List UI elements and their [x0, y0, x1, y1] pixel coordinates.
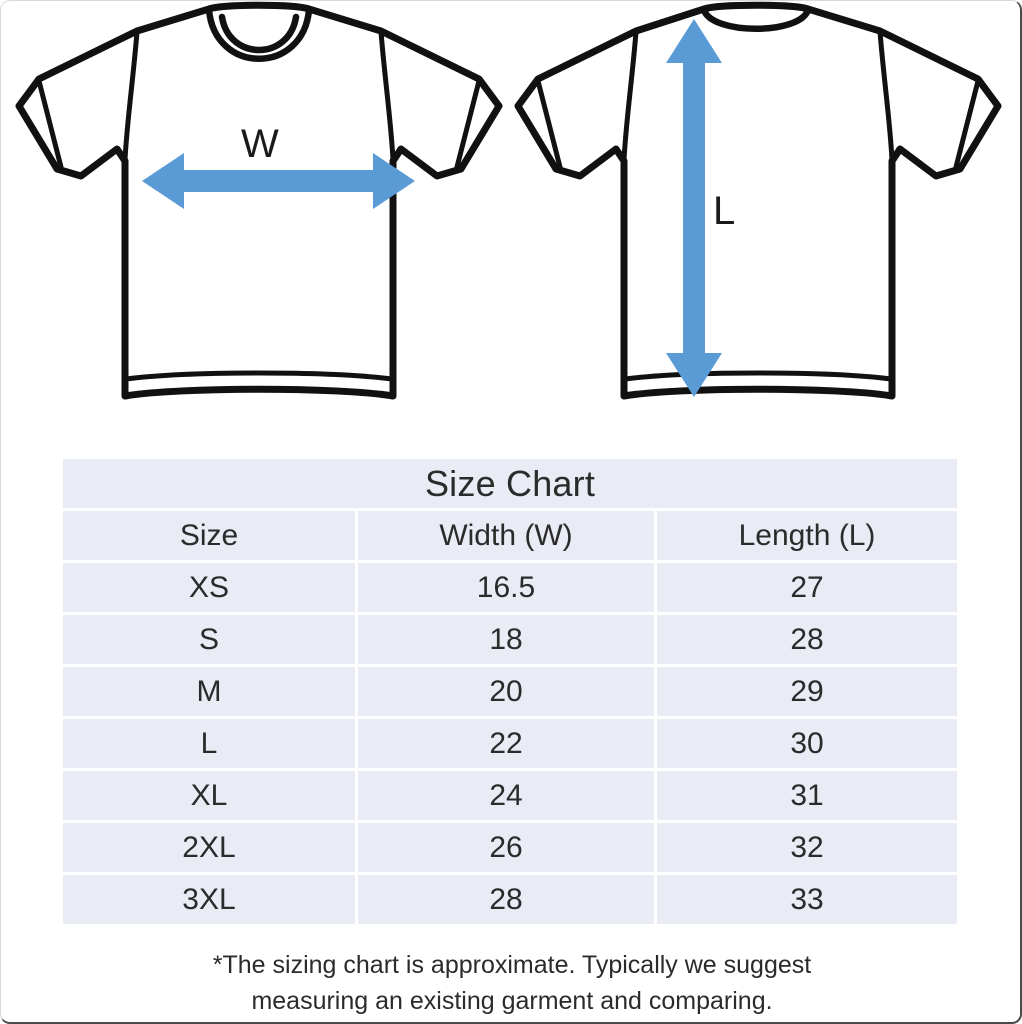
column-header-length: Length (L) [657, 511, 958, 560]
cell-size: XS [63, 563, 355, 612]
cell-length: 30 [657, 719, 958, 768]
cell-width: 26 [358, 823, 654, 872]
cell-length: 28 [657, 615, 958, 664]
width-arrow-horizontal [142, 153, 415, 209]
t-shirt-back-view [506, 1, 1011, 426]
cell-width: 22 [358, 719, 654, 768]
t-shirt-front-view [9, 1, 509, 426]
sizing-footnote: *The sizing chart is approximate. Typica… [1, 947, 1020, 1020]
size-chart-title: Size Chart [63, 459, 958, 508]
cell-width: 16.5 [358, 563, 654, 612]
cell-size: S [63, 615, 355, 664]
shirt-illustrations: W L [1, 1, 1020, 441]
table-row: M 20 29 [63, 667, 958, 716]
column-header-size: Size [63, 511, 355, 560]
cell-length: 32 [657, 823, 958, 872]
cell-width: 18 [358, 615, 654, 664]
column-header-width: Width (W) [358, 511, 654, 560]
footnote-line-1: *The sizing chart is approximate. Typica… [212, 951, 812, 979]
cell-width: 20 [358, 667, 654, 716]
width-measure-label: W [241, 122, 279, 166]
cell-size: L [63, 719, 355, 768]
cell-length: 31 [657, 771, 958, 820]
table-row: S 18 28 [63, 615, 958, 664]
cell-width: 24 [358, 771, 654, 820]
cell-size: 3XL [63, 875, 355, 924]
table-title-row: Size Chart [63, 459, 958, 508]
cell-size: 2XL [63, 823, 355, 872]
size-chart-table-container: Size Chart Size Width (W) Length (L) XS … [63, 459, 958, 924]
cell-length: 33 [657, 875, 958, 924]
cell-size: XL [63, 771, 355, 820]
table-row: 2XL 26 32 [63, 823, 958, 872]
table-row: XS 16.5 27 [63, 563, 958, 612]
cell-length: 29 [657, 667, 958, 716]
table-row: 3XL 28 33 [63, 875, 958, 924]
cell-width: 28 [358, 875, 654, 924]
table-header-row: Size Width (W) Length (L) [63, 511, 958, 560]
cell-size: M [63, 667, 355, 716]
size-chart-table: Size Chart Size Width (W) Length (L) XS … [60, 456, 960, 927]
table-row: XL 24 31 [63, 771, 958, 820]
cell-length: 27 [657, 563, 958, 612]
length-arrow-vertical [666, 19, 722, 397]
length-measure-label: L [713, 189, 736, 233]
table-row: L 22 30 [63, 719, 958, 768]
footnote-line-2: measuring an existing garment and compar… [251, 987, 773, 1016]
